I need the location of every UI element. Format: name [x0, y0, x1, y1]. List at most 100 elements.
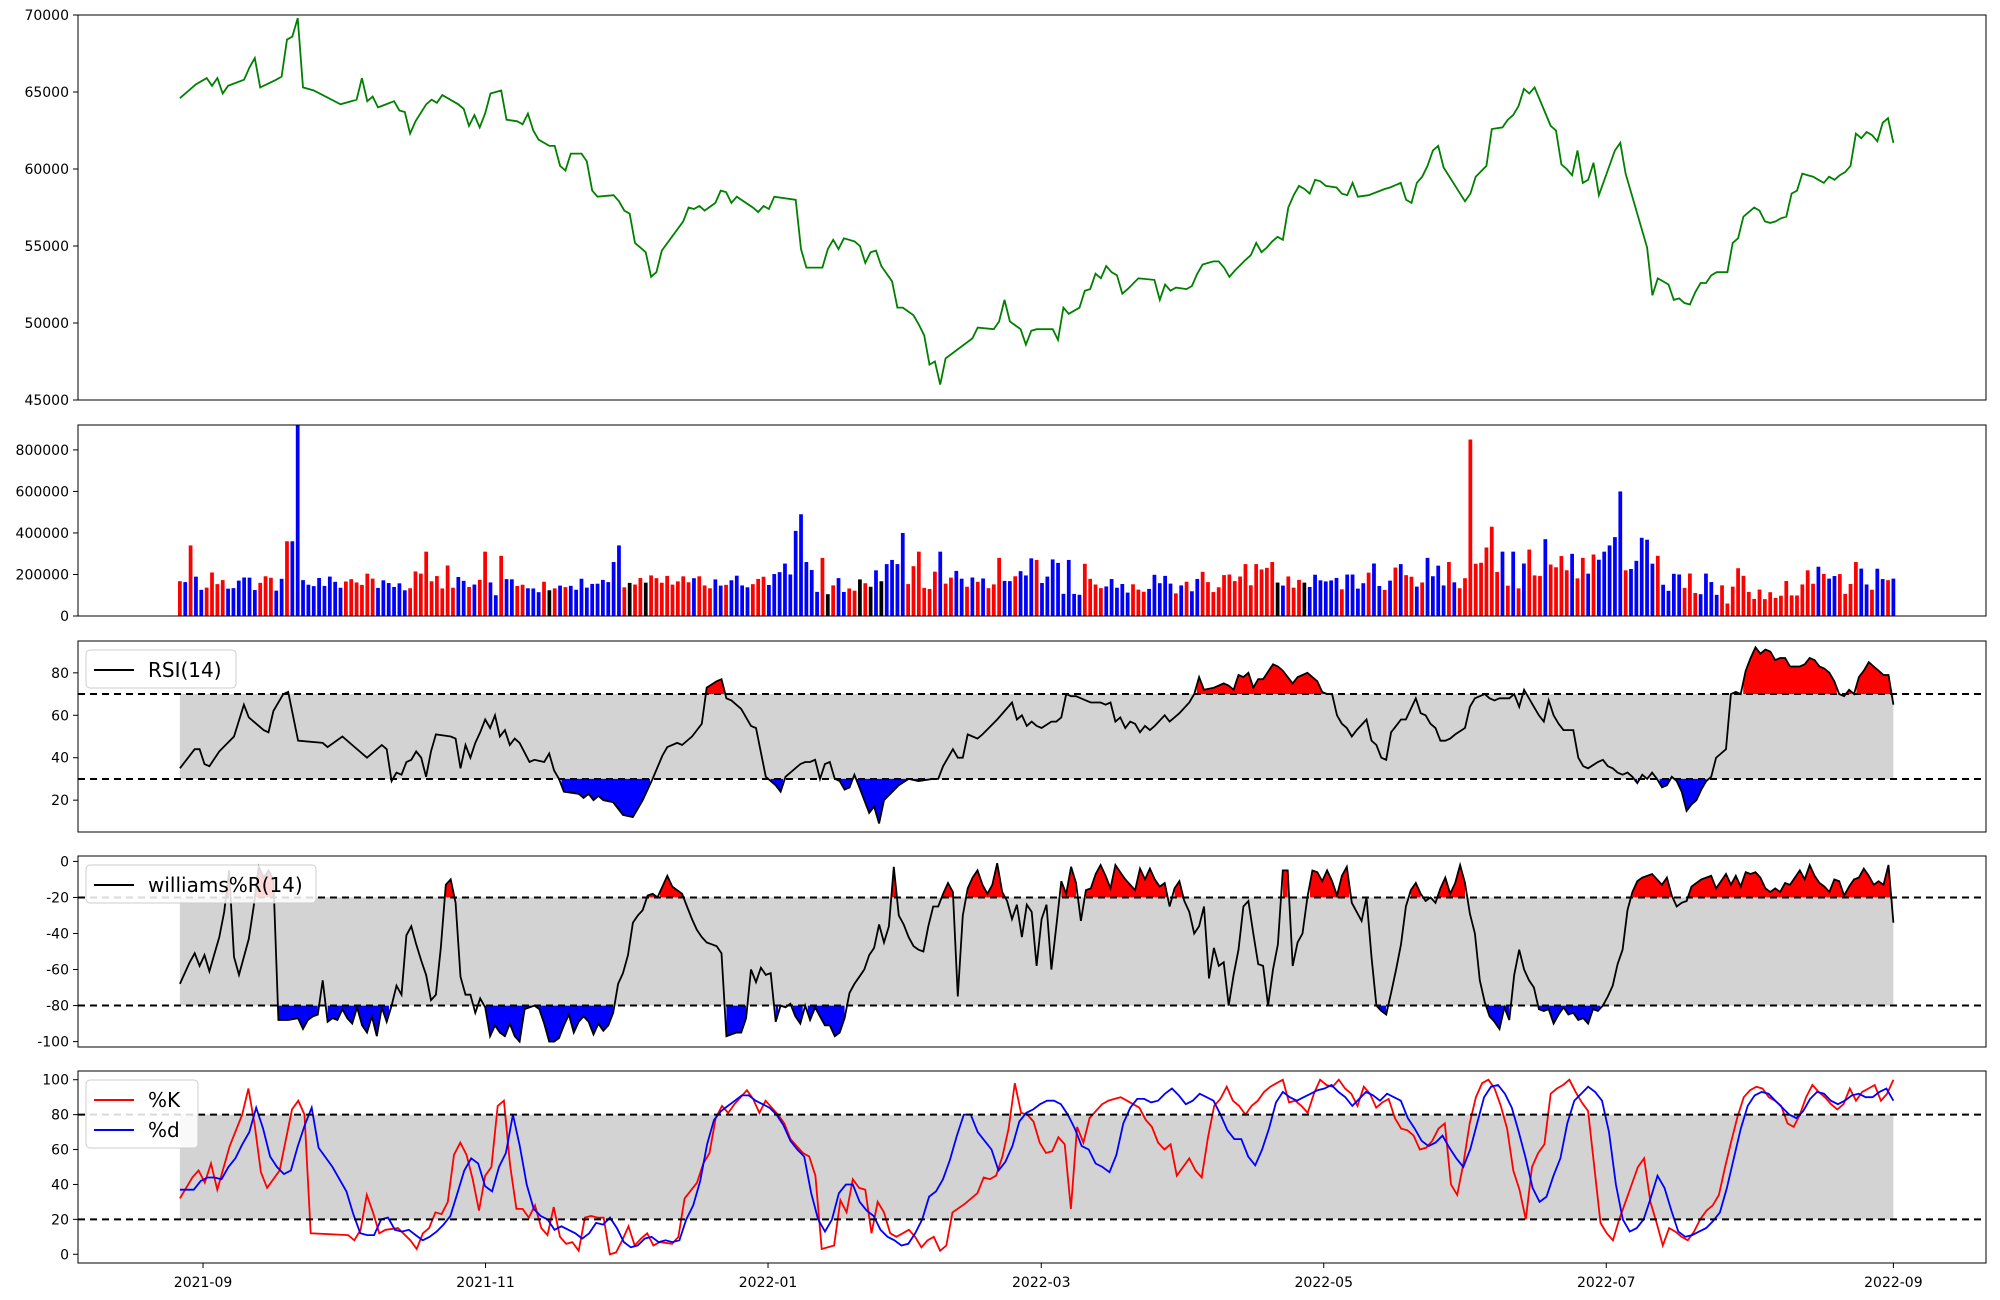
volume-bar	[697, 576, 702, 616]
volume-bar	[547, 590, 552, 616]
volume-bar	[231, 588, 236, 616]
volume-bar	[242, 577, 247, 616]
price-ytick-label: 50000	[24, 316, 69, 332]
volume-bar	[467, 586, 471, 616]
williams-ytick-label: 0	[60, 854, 69, 870]
volume-bar	[734, 575, 739, 616]
x-tick-label: 2021-09	[174, 1275, 233, 1291]
rsi-oversold-fill	[770, 778, 784, 792]
volume-bar	[1366, 572, 1371, 616]
volume-bar	[809, 570, 814, 616]
volume-bar	[456, 576, 461, 616]
volume-bar	[1870, 589, 1874, 616]
williams-overbought-fill	[1282, 870, 1288, 898]
volume-bar	[708, 588, 712, 616]
volume-bar	[210, 572, 214, 616]
volume-bar	[1248, 585, 1253, 616]
volume-bar	[1848, 583, 1853, 616]
volume-bar	[1489, 526, 1494, 616]
volume-bar	[1779, 595, 1783, 616]
williams-ytick-label: -60	[46, 963, 69, 979]
volume-bar	[327, 576, 332, 616]
volume-bar	[884, 564, 889, 616]
stochastic-ytick-label: 20	[51, 1212, 69, 1228]
volume-bar	[1800, 584, 1805, 616]
rsi-legend-label: RSI(14)	[148, 658, 222, 682]
volume-bar	[579, 578, 584, 616]
stochastic-axes-frame	[77, 1070, 1987, 1264]
volume-bar	[1484, 547, 1489, 616]
volume-bar	[643, 582, 648, 616]
volume-bar	[1259, 569, 1264, 616]
volume-bar	[1002, 580, 1007, 616]
volume-bar	[279, 578, 284, 616]
volume-bar	[788, 574, 793, 616]
williams-oversold-fill	[726, 1005, 747, 1037]
volume-bar	[1147, 588, 1151, 616]
volume-bar	[451, 587, 455, 616]
volume-bar	[220, 580, 225, 616]
volume-bar	[1382, 589, 1387, 616]
volume-bar	[1559, 556, 1564, 616]
volume-bar	[493, 595, 498, 616]
volume-bar	[841, 591, 846, 616]
volume-bar	[1645, 539, 1649, 616]
stochastic-ytick-label: 0	[60, 1247, 69, 1263]
volume-bar	[1757, 589, 1762, 616]
volume-bar	[440, 588, 445, 616]
volume-bar	[1591, 554, 1596, 616]
volume-bar	[767, 585, 771, 616]
volume-bar	[1088, 578, 1093, 616]
volume-bar	[1741, 575, 1746, 616]
volume-bar	[1516, 588, 1521, 616]
volume-bar	[1784, 581, 1789, 616]
volume-bar	[1216, 587, 1221, 616]
volume-bar	[740, 585, 744, 616]
volume-bar	[1066, 559, 1071, 616]
williams-legend-box	[85, 864, 317, 904]
stochastic-ytick-label: 80	[51, 1108, 69, 1124]
volume-bar	[344, 581, 348, 616]
volume-bar	[1361, 583, 1366, 616]
price-axes-frame	[77, 14, 1987, 401]
volume-bar	[531, 588, 536, 616]
volume-bar	[1827, 578, 1831, 616]
volume-bar	[1238, 576, 1242, 616]
volume-bar	[606, 582, 611, 616]
volume-bar	[1211, 592, 1216, 616]
volume-bar	[1323, 581, 1328, 616]
volume-bar	[1200, 571, 1205, 616]
volume-axes-frame	[77, 424, 1987, 617]
volume-bar	[718, 585, 723, 616]
volume-ytick-label: 400000	[16, 526, 69, 542]
volume-bar	[1816, 566, 1821, 616]
volume-bar	[1580, 557, 1585, 616]
williams-neutral-band	[179, 897, 1894, 1006]
volume-bar	[1677, 574, 1682, 616]
volume-bar	[1639, 537, 1644, 616]
volume-bar	[1447, 562, 1451, 616]
volume-bar	[381, 580, 386, 616]
volume-bar	[477, 579, 482, 616]
volume-bar	[1093, 584, 1098, 616]
volume-bar	[783, 563, 787, 616]
volume-bar	[991, 584, 996, 616]
volume-bar	[1613, 537, 1617, 616]
volume-bar	[1077, 594, 1082, 616]
volume-bar	[1623, 570, 1628, 616]
volume-bar	[933, 571, 937, 616]
volume-bar	[633, 584, 637, 616]
volume-bar	[1313, 574, 1317, 616]
volume-bar	[799, 514, 803, 616]
volume-bar	[349, 579, 354, 616]
volume-bar	[370, 578, 375, 616]
williams-overbought-fill	[1410, 883, 1421, 898]
volume-bar	[1891, 578, 1896, 616]
volume-bar	[515, 585, 520, 616]
volume-bar	[1452, 582, 1457, 616]
volume-bar	[194, 576, 198, 616]
williams-line	[179, 861, 1895, 1044]
volume-bar	[1864, 584, 1869, 616]
volume-bar	[247, 577, 252, 616]
volume-bar	[1650, 563, 1655, 616]
